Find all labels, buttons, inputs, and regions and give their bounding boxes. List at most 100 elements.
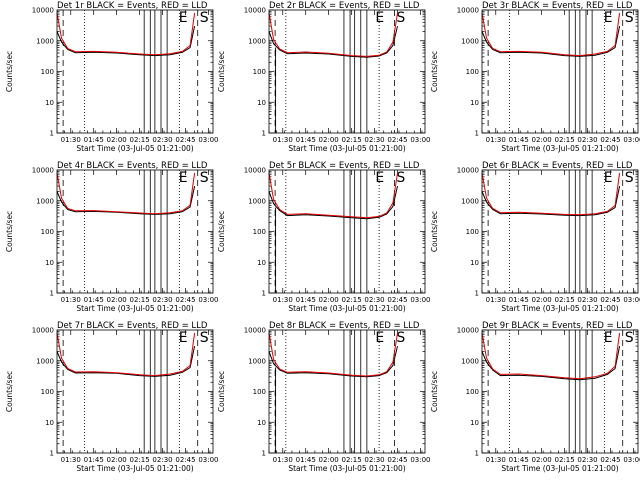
marker-letter-s: S	[625, 170, 634, 186]
panel-det-5: Det 5r BLACK = Events, RED = LLD Counts/s…	[217, 161, 431, 313]
panel-title: Det 5r BLACK = Events, RED = LLD	[269, 161, 420, 171]
x-tick-label: 02:30	[577, 296, 597, 304]
y-tick-label: 1	[475, 450, 479, 458]
x-tick-label: 02:30	[577, 456, 597, 464]
y-tick-label: 100	[253, 228, 266, 236]
x-axis-label: Start Time (03-Jul-05 01:21:00)	[288, 304, 405, 313]
x-axis-label: Start Time (03-Jul-05 01:21:00)	[76, 464, 193, 473]
series-events-line	[56, 185, 196, 215]
x-axis-label: Start Time (03-Jul-05 01:21:00)	[76, 304, 193, 313]
y-tick-label: 1	[50, 290, 54, 298]
x-tick-label: 01:45	[509, 136, 529, 144]
x-tick-label: 02:00	[532, 136, 552, 144]
y-tick-label: 100	[41, 68, 54, 76]
x-tick-label: 02:15	[341, 296, 361, 304]
x-tick-label: 02:30	[364, 296, 384, 304]
series-events-line	[268, 25, 398, 58]
x-tick-label: 01:30	[486, 136, 506, 144]
panel-det-6: Det 6r BLACK = Events, RED = LLD Counts/s…	[430, 161, 640, 313]
x-tick-label: 03:00	[410, 456, 430, 464]
y-tick-label: 1000	[36, 37, 54, 45]
marker-letter-e: E	[179, 170, 188, 186]
marker-letter-e: E	[375, 170, 384, 186]
plot-frame	[56, 169, 214, 294]
y-tick-label: 1	[50, 450, 54, 458]
panel-title: Det 3r BLACK = Events, RED = LLD	[482, 1, 633, 11]
y-tick-label: 10	[45, 259, 54, 267]
x-tick-label: 01:45	[296, 296, 316, 304]
x-tick-label: 01:45	[84, 456, 104, 464]
y-tick-label: 10	[45, 419, 54, 427]
y-tick-label: 100	[253, 388, 266, 396]
x-axis-label: Start Time (03-Jul-05 01:21:00)	[501, 304, 618, 313]
marker-letter-s: S	[625, 10, 634, 26]
x-tick-label: 03:00	[198, 136, 218, 144]
y-tick-label: 1000	[461, 197, 479, 205]
x-tick-label: 01:45	[509, 456, 529, 464]
y-tick-label: 10000	[32, 7, 54, 15]
y-tick-label: 100	[466, 228, 479, 236]
x-tick-label: 03:00	[198, 456, 218, 464]
plot-frame	[481, 169, 639, 294]
x-tick-label: 02:30	[152, 296, 172, 304]
x-tick-label: 02:00	[107, 296, 127, 304]
panel-det-7: Det 7r BLACK = Events, RED = LLD Counts/s…	[5, 321, 219, 473]
y-tick-label: 10000	[244, 7, 266, 15]
x-tick-label: 02:00	[319, 456, 339, 464]
x-tick-label: 01:45	[509, 296, 529, 304]
x-tick-label: 02:45	[387, 136, 407, 144]
x-axis-label: Start Time (03-Jul-05 01:21:00)	[501, 144, 618, 153]
panel-title: Det 4r BLACK = Events, RED = LLD	[57, 161, 208, 171]
marker-letter-e: E	[179, 10, 188, 26]
y-tick-label: 1	[262, 450, 266, 458]
y-axis-label: Counts/sec	[430, 211, 439, 252]
x-tick-label: 02:45	[387, 296, 407, 304]
x-tick-label: 02:00	[532, 456, 552, 464]
y-tick-label: 10000	[457, 327, 479, 335]
y-tick-label: 1	[475, 130, 479, 138]
x-tick-label: 01:30	[486, 296, 506, 304]
series-events-line	[56, 25, 196, 57]
x-tick-label: 02:30	[152, 136, 172, 144]
panel-det-1: Det 1r BLACK = Events, RED = LLD Counts/s…	[5, 1, 219, 153]
x-tick-label: 01:30	[486, 456, 506, 464]
x-tick-label: 03:00	[623, 296, 640, 304]
x-tick-label: 03:00	[410, 136, 430, 144]
marker-letter-e: E	[604, 330, 613, 346]
x-tick-label: 02:15	[554, 136, 574, 144]
panel-title: Det 1r BLACK = Events, RED = LLD	[57, 1, 208, 11]
x-tick-label: 01:45	[296, 456, 316, 464]
x-axis-label: Start Time (03-Jul-05 01:21:00)	[76, 144, 193, 153]
series-events-line	[481, 25, 621, 57]
x-tick-label: 01:30	[273, 296, 293, 304]
panel-title: Det 6r BLACK = Events, RED = LLD	[482, 161, 633, 171]
y-tick-label: 10000	[457, 167, 479, 175]
y-tick-label: 10	[470, 99, 479, 107]
x-tick-label: 02:45	[600, 456, 620, 464]
marker-letter-s: S	[200, 170, 209, 186]
x-tick-label: 02:30	[364, 456, 384, 464]
x-tick-label: 02:15	[554, 456, 574, 464]
plot-frame	[268, 9, 426, 134]
marker-letter-e: E	[179, 330, 188, 346]
marker-letter-e: E	[375, 10, 384, 26]
x-tick-label: 02:45	[600, 136, 620, 144]
y-tick-label: 10000	[32, 327, 54, 335]
y-tick-label: 10	[470, 259, 479, 267]
y-tick-label: 1000	[461, 37, 479, 45]
series-events-line	[481, 185, 621, 217]
x-tick-label: 01:30	[273, 136, 293, 144]
panel-det-8: Det 8r BLACK = Events, RED = LLD Counts/s…	[217, 321, 431, 473]
y-axis-label: Counts/sec	[217, 371, 226, 412]
y-tick-label: 10000	[244, 327, 266, 335]
y-tick-label: 100	[466, 388, 479, 396]
plot-frame	[56, 329, 214, 454]
marker-letter-s: S	[200, 10, 209, 26]
y-tick-label: 10	[257, 259, 266, 267]
x-tick-label: 02:30	[577, 136, 597, 144]
panel-title: Det 2r BLACK = Events, RED = LLD	[269, 1, 420, 11]
y-tick-label: 1	[262, 290, 266, 298]
x-tick-label: 02:45	[600, 296, 620, 304]
y-tick-label: 100	[253, 68, 266, 76]
y-axis-label: Counts/sec	[217, 211, 226, 252]
